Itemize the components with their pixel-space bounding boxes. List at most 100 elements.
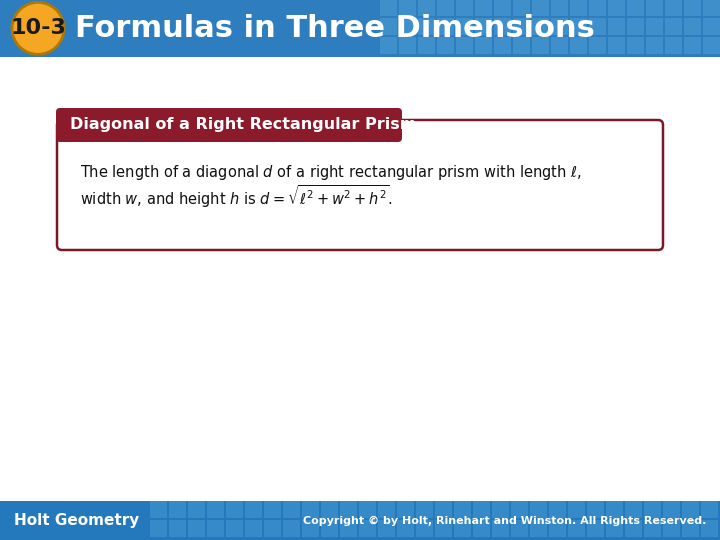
- Bar: [646, 18, 663, 35]
- Bar: [494, 37, 511, 53]
- Bar: [302, 501, 319, 518]
- Bar: [283, 520, 300, 537]
- Bar: [532, 37, 549, 53]
- Text: width $w$, and height $h$ is $d = \sqrt{\ell^2 + w^2 + h^2}$.: width $w$, and height $h$ is $d = \sqrt{…: [80, 184, 393, 211]
- Bar: [454, 501, 471, 518]
- Bar: [606, 520, 623, 537]
- Bar: [551, 18, 568, 35]
- Bar: [207, 520, 224, 537]
- Bar: [644, 520, 661, 537]
- Bar: [0, 57, 720, 501]
- Bar: [380, 37, 397, 53]
- Bar: [663, 520, 680, 537]
- Bar: [264, 520, 281, 537]
- Bar: [302, 520, 319, 537]
- Bar: [226, 520, 243, 537]
- Bar: [359, 520, 376, 537]
- Bar: [570, 18, 587, 35]
- Bar: [359, 501, 376, 518]
- Bar: [418, 37, 435, 53]
- Bar: [321, 501, 338, 518]
- Text: Formulas in Three Dimensions: Formulas in Three Dimensions: [75, 14, 595, 43]
- Bar: [399, 18, 416, 35]
- Bar: [570, 37, 587, 53]
- Bar: [625, 520, 642, 537]
- FancyBboxPatch shape: [57, 120, 663, 250]
- Bar: [380, 18, 397, 35]
- Bar: [625, 501, 642, 518]
- Bar: [399, 0, 416, 16]
- Bar: [513, 37, 530, 53]
- Bar: [473, 501, 490, 518]
- Bar: [0, 0, 720, 57]
- Bar: [511, 501, 528, 518]
- Bar: [627, 18, 644, 35]
- Bar: [701, 520, 718, 537]
- Bar: [418, 0, 435, 16]
- Bar: [456, 18, 473, 35]
- Bar: [399, 37, 416, 53]
- Bar: [473, 520, 490, 537]
- Bar: [608, 37, 625, 53]
- Bar: [226, 501, 243, 518]
- Bar: [475, 37, 492, 53]
- Bar: [475, 18, 492, 35]
- Bar: [513, 18, 530, 35]
- Bar: [397, 520, 414, 537]
- Bar: [150, 520, 167, 537]
- Bar: [264, 501, 281, 518]
- Bar: [378, 501, 395, 518]
- Bar: [551, 37, 568, 53]
- Bar: [437, 18, 454, 35]
- Bar: [701, 501, 718, 518]
- Bar: [435, 501, 452, 518]
- Text: Holt Geometry: Holt Geometry: [14, 513, 139, 528]
- Bar: [587, 501, 604, 518]
- Bar: [587, 520, 604, 537]
- Bar: [665, 0, 682, 16]
- Bar: [245, 501, 262, 518]
- Bar: [435, 520, 452, 537]
- Bar: [703, 37, 720, 53]
- Bar: [549, 501, 566, 518]
- Bar: [169, 501, 186, 518]
- FancyBboxPatch shape: [56, 108, 402, 142]
- Bar: [570, 0, 587, 16]
- Bar: [646, 37, 663, 53]
- Bar: [530, 520, 547, 537]
- Bar: [340, 501, 357, 518]
- Bar: [568, 520, 585, 537]
- Bar: [703, 18, 720, 35]
- Bar: [456, 37, 473, 53]
- Bar: [532, 0, 549, 16]
- Bar: [150, 501, 167, 518]
- Bar: [456, 0, 473, 16]
- Bar: [321, 520, 338, 537]
- Bar: [608, 0, 625, 16]
- Bar: [340, 520, 357, 537]
- Bar: [606, 501, 623, 518]
- Bar: [188, 520, 205, 537]
- Bar: [589, 37, 606, 53]
- Bar: [494, 18, 511, 35]
- Bar: [0, 501, 720, 540]
- Bar: [169, 520, 186, 537]
- Bar: [703, 0, 720, 16]
- Bar: [568, 501, 585, 518]
- Bar: [627, 0, 644, 16]
- Bar: [188, 501, 205, 518]
- Text: 10-3: 10-3: [10, 18, 66, 38]
- Bar: [416, 520, 433, 537]
- Bar: [551, 0, 568, 16]
- Bar: [283, 501, 300, 518]
- Bar: [511, 520, 528, 537]
- Text: Diagonal of a Right Rectangular Prism: Diagonal of a Right Rectangular Prism: [70, 118, 416, 132]
- Bar: [549, 520, 566, 537]
- Bar: [494, 0, 511, 16]
- Bar: [378, 520, 395, 537]
- Bar: [608, 18, 625, 35]
- Bar: [380, 0, 397, 16]
- Bar: [665, 18, 682, 35]
- Bar: [684, 0, 701, 16]
- Bar: [397, 501, 414, 518]
